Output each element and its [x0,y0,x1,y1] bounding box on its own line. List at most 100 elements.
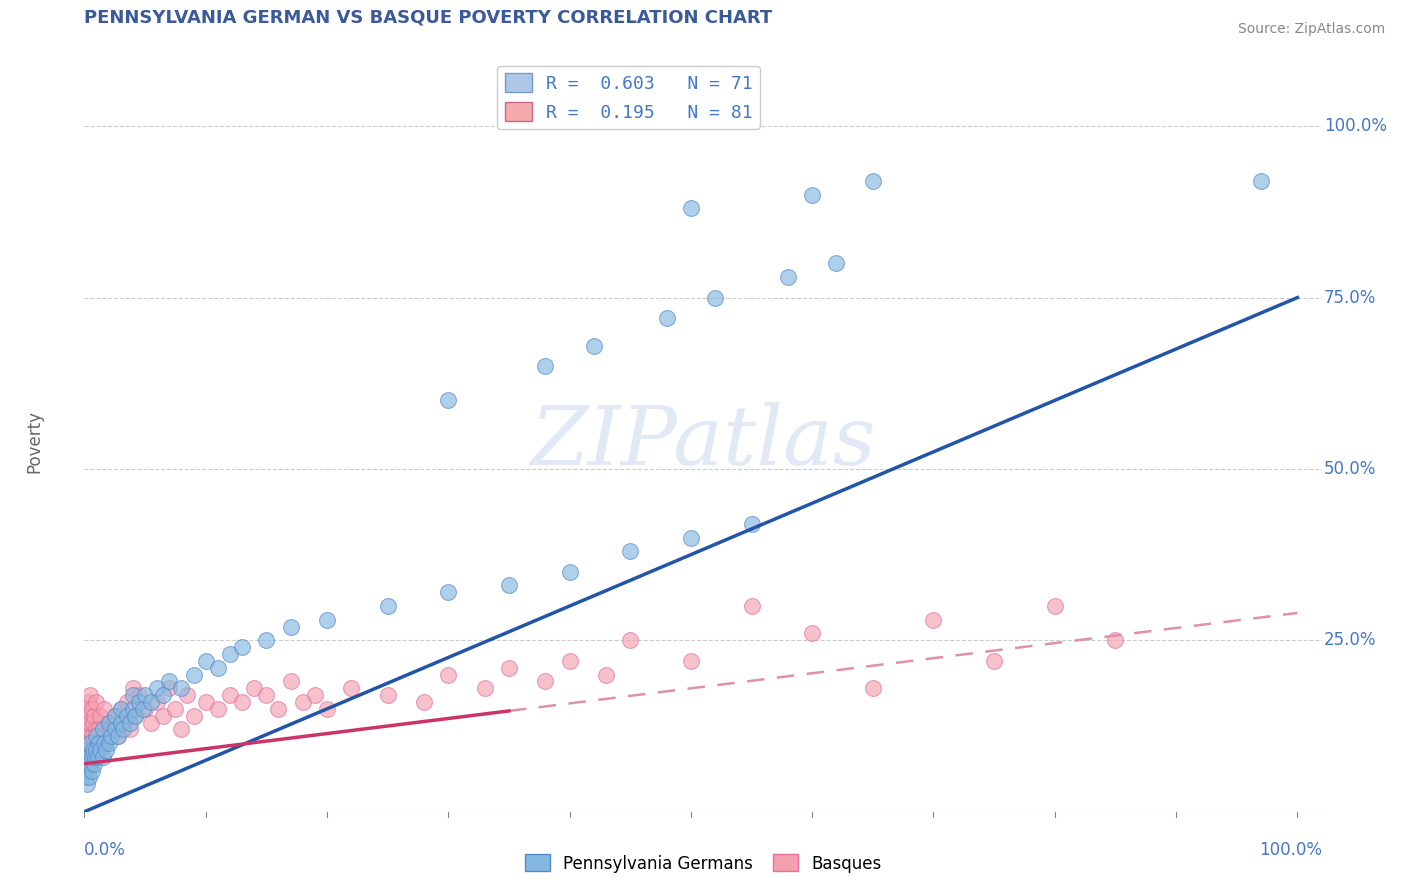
Point [75,736,97,750]
Point [679,654,702,668]
Point [595,667,617,681]
Point [183,708,205,723]
Point [91,750,114,764]
Point [79,736,101,750]
Point [97,715,120,730]
Point [267,702,290,716]
Point [79,756,101,771]
Point [152,708,174,723]
Point [86,750,108,764]
Point [280,674,302,689]
Point [219,688,242,702]
Point [86,695,108,709]
Point [231,640,253,655]
Text: 75.0%: 75.0% [1324,289,1376,307]
Point [77,750,100,764]
Point [104,708,127,723]
Point [304,688,326,702]
Point [91,729,114,743]
Point [474,681,496,696]
Point [122,688,145,702]
Point [316,702,339,716]
Point [86,729,108,743]
Point [76,750,98,764]
Point [93,702,115,716]
Point [124,708,146,723]
Point [207,661,229,675]
Point [112,715,135,730]
Point [110,702,132,716]
Point [122,681,145,696]
Point [157,674,180,689]
Point [77,743,100,757]
Text: ZIPatlas: ZIPatlas [530,401,876,482]
Point [128,688,150,702]
Point [115,695,138,709]
Point [128,695,150,709]
Point [619,633,641,648]
Point [104,723,127,737]
Point [131,702,153,716]
Point [534,674,557,689]
Point [82,743,104,757]
Text: Source: ZipAtlas.com: Source: ZipAtlas.com [1237,22,1385,37]
Point [741,516,763,531]
Point [79,715,101,730]
Point [76,723,98,737]
Point [1043,599,1066,613]
Point [86,743,108,757]
Point [97,715,120,730]
Point [75,771,97,785]
Point [86,723,108,737]
Point [77,764,100,778]
Point [77,729,100,743]
Point [112,723,135,737]
Point [194,695,217,709]
Point [87,723,110,737]
Point [741,599,763,613]
Point [93,736,115,750]
Point [219,647,242,661]
Point [86,750,108,764]
Point [704,291,727,305]
Text: 25.0%: 25.0% [1324,632,1376,649]
Point [91,723,114,737]
Point [139,695,162,709]
Point [139,715,162,730]
Point [776,270,799,285]
Point [582,338,605,352]
Point [194,654,217,668]
Point [110,702,132,716]
Point [100,729,122,743]
Point [862,174,884,188]
Point [84,743,107,757]
Point [83,708,105,723]
Point [107,729,129,743]
Point [76,702,98,716]
Point [77,695,100,709]
Point [316,613,339,627]
Point [77,723,100,737]
Point [79,756,101,771]
Point [825,256,848,270]
Point [120,723,142,737]
Point [79,736,101,750]
Point [679,202,702,216]
Point [110,715,132,730]
Point [82,715,104,730]
Point [89,708,111,723]
Point [377,599,399,613]
Point [80,702,103,716]
Point [534,359,557,373]
Point [558,565,581,579]
Point [170,723,193,737]
Point [84,750,107,764]
Point [862,681,884,696]
Point [77,743,100,757]
Point [183,667,205,681]
Point [152,688,174,702]
Point [83,736,105,750]
Point [82,743,104,757]
Point [115,708,138,723]
Point [207,702,229,716]
